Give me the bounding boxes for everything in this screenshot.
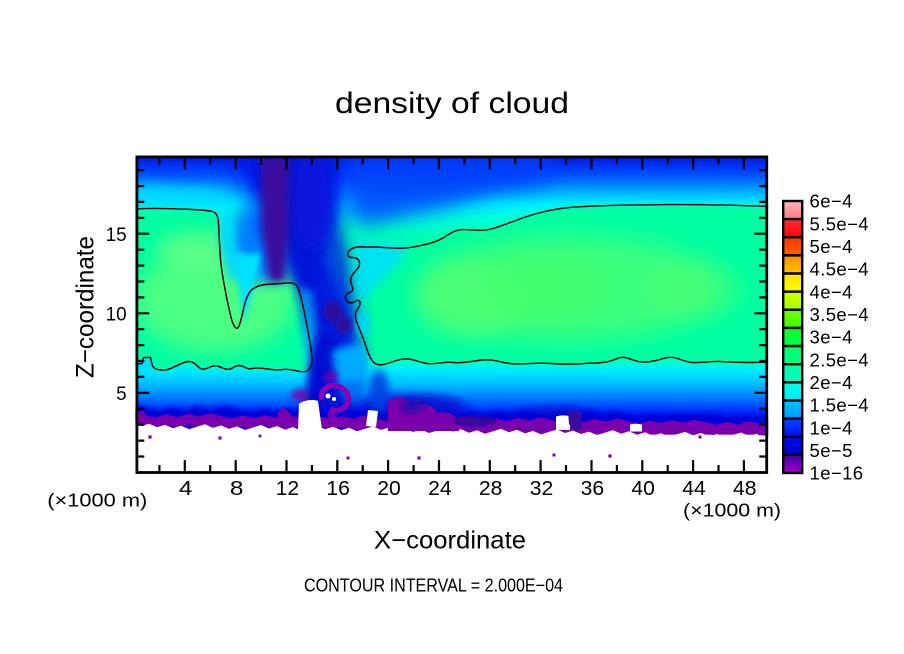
svg-text:6e−4: 6e−4 xyxy=(810,191,853,212)
svg-text:density of cloud: density of cloud xyxy=(335,87,569,120)
svg-text:2.5e−4: 2.5e−4 xyxy=(810,349,870,370)
svg-text:12: 12 xyxy=(276,478,300,500)
svg-text:2e−4: 2e−4 xyxy=(810,372,853,393)
svg-text:40: 40 xyxy=(631,478,655,500)
svg-text:(×1000 m): (×1000 m) xyxy=(47,490,147,511)
svg-text:(×1000 m): (×1000 m) xyxy=(683,500,781,521)
svg-text:32: 32 xyxy=(530,478,554,500)
svg-text:5.5e−4: 5.5e−4 xyxy=(810,213,870,234)
svg-text:10: 10 xyxy=(106,303,127,325)
svg-text:3e−4: 3e−4 xyxy=(810,327,853,348)
svg-text:20: 20 xyxy=(377,478,401,500)
svg-text:4: 4 xyxy=(179,478,193,500)
svg-text:1e−16: 1e−16 xyxy=(810,463,864,484)
svg-text:5: 5 xyxy=(116,383,127,405)
svg-text:28: 28 xyxy=(479,478,503,500)
svg-text:48: 48 xyxy=(733,478,757,500)
svg-text:5e−4: 5e−4 xyxy=(810,236,853,257)
svg-text:4e−4: 4e−4 xyxy=(810,281,853,302)
svg-text:16: 16 xyxy=(326,478,350,500)
svg-text:4.5e−4: 4.5e−4 xyxy=(810,259,870,280)
svg-text:44: 44 xyxy=(682,478,706,500)
svg-text:24: 24 xyxy=(428,478,452,500)
svg-text:15: 15 xyxy=(106,224,127,246)
svg-text:1.5e−4: 1.5e−4 xyxy=(810,395,870,416)
svg-text:36: 36 xyxy=(581,478,605,500)
svg-text:8: 8 xyxy=(230,478,244,500)
svg-text:CONTOUR INTERVAL = 2.000E−04: CONTOUR INTERVAL = 2.000E−04 xyxy=(304,575,563,596)
svg-text:X−coordinate: X−coordinate xyxy=(374,527,526,555)
svg-text:3.5e−4: 3.5e−4 xyxy=(810,304,870,325)
svg-text:5e−5: 5e−5 xyxy=(810,440,853,461)
svg-text:1e−4: 1e−4 xyxy=(810,417,853,438)
svg-text:Z−coordinate: Z−coordinate xyxy=(72,236,100,378)
